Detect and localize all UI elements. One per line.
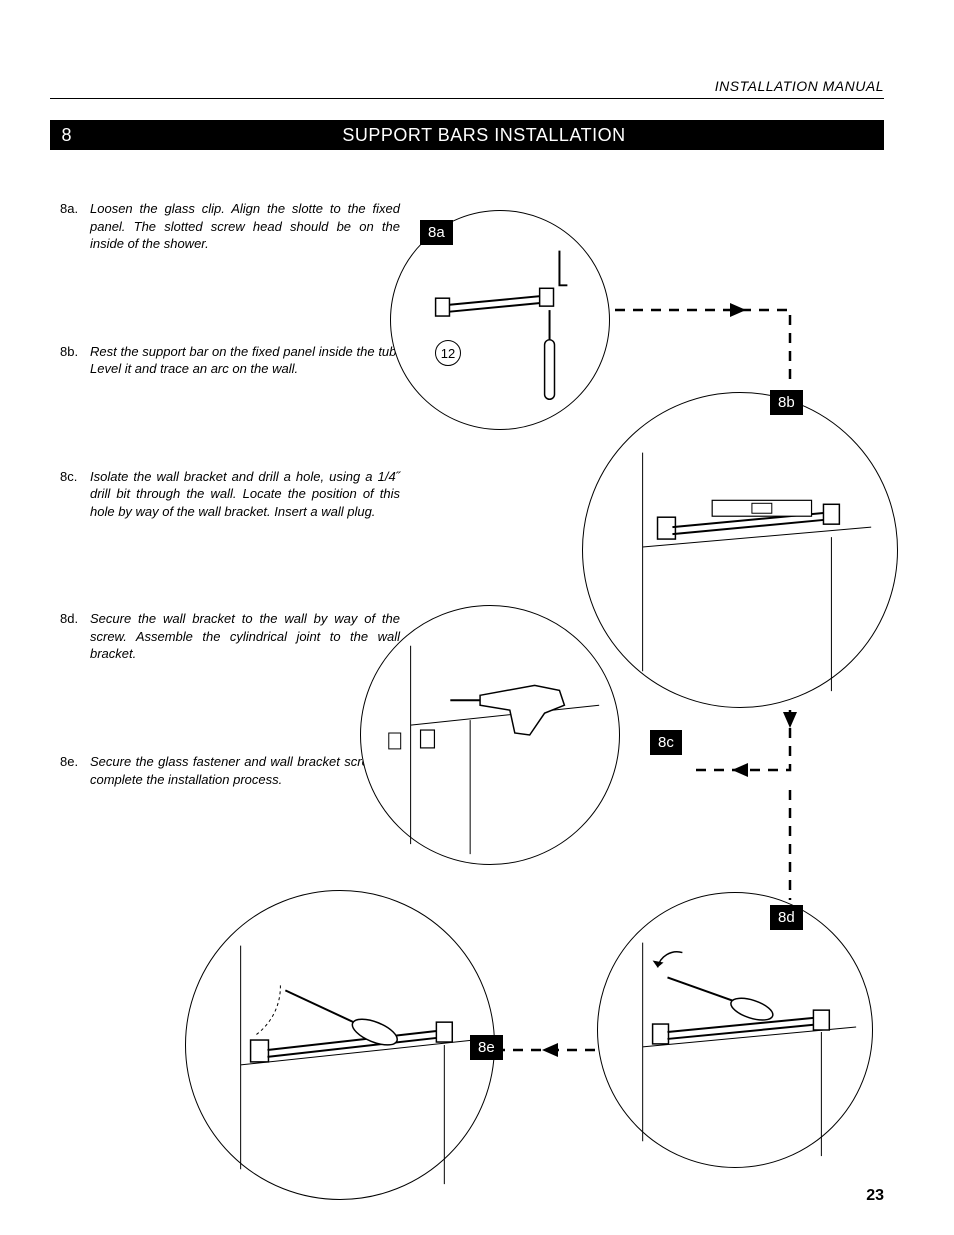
instruction-label: 8c.: [60, 468, 90, 521]
detail-circle-8c: [360, 605, 620, 865]
detail-circle-8b: [582, 392, 898, 708]
detail-circle-8e: [185, 890, 495, 1200]
header-rule: [50, 98, 884, 99]
section-title: SUPPORT BARS INSTALLATION: [84, 125, 884, 146]
page-number: 23: [866, 1187, 884, 1205]
instruction-label: 8d.: [60, 610, 90, 663]
detail-tag-8d: 8d: [770, 905, 803, 930]
detail-tag-8a: 8a: [420, 220, 453, 245]
instruction-label: 8a.: [60, 200, 90, 253]
detail-tag-8e: 8e: [470, 1035, 503, 1060]
manual-page: INSTALLATION MANUAL 8 SUPPORT BARS INSTA…: [0, 0, 954, 1235]
part-ref-12: 12: [435, 340, 461, 366]
detail-tag-8c: 8c: [650, 730, 682, 755]
detail-tag-8b: 8b: [770, 390, 803, 415]
diagram-area: 8a 12 8b: [130, 190, 910, 1190]
header-manual-title: INSTALLATION MANUAL: [715, 78, 884, 94]
section-header-bar: 8 SUPPORT BARS INSTALLATION: [50, 120, 884, 150]
detail-circle-8d: [597, 892, 873, 1168]
section-number: 8: [50, 120, 84, 150]
instruction-label: 8b.: [60, 343, 90, 378]
instruction-label: 8e.: [60, 753, 90, 788]
